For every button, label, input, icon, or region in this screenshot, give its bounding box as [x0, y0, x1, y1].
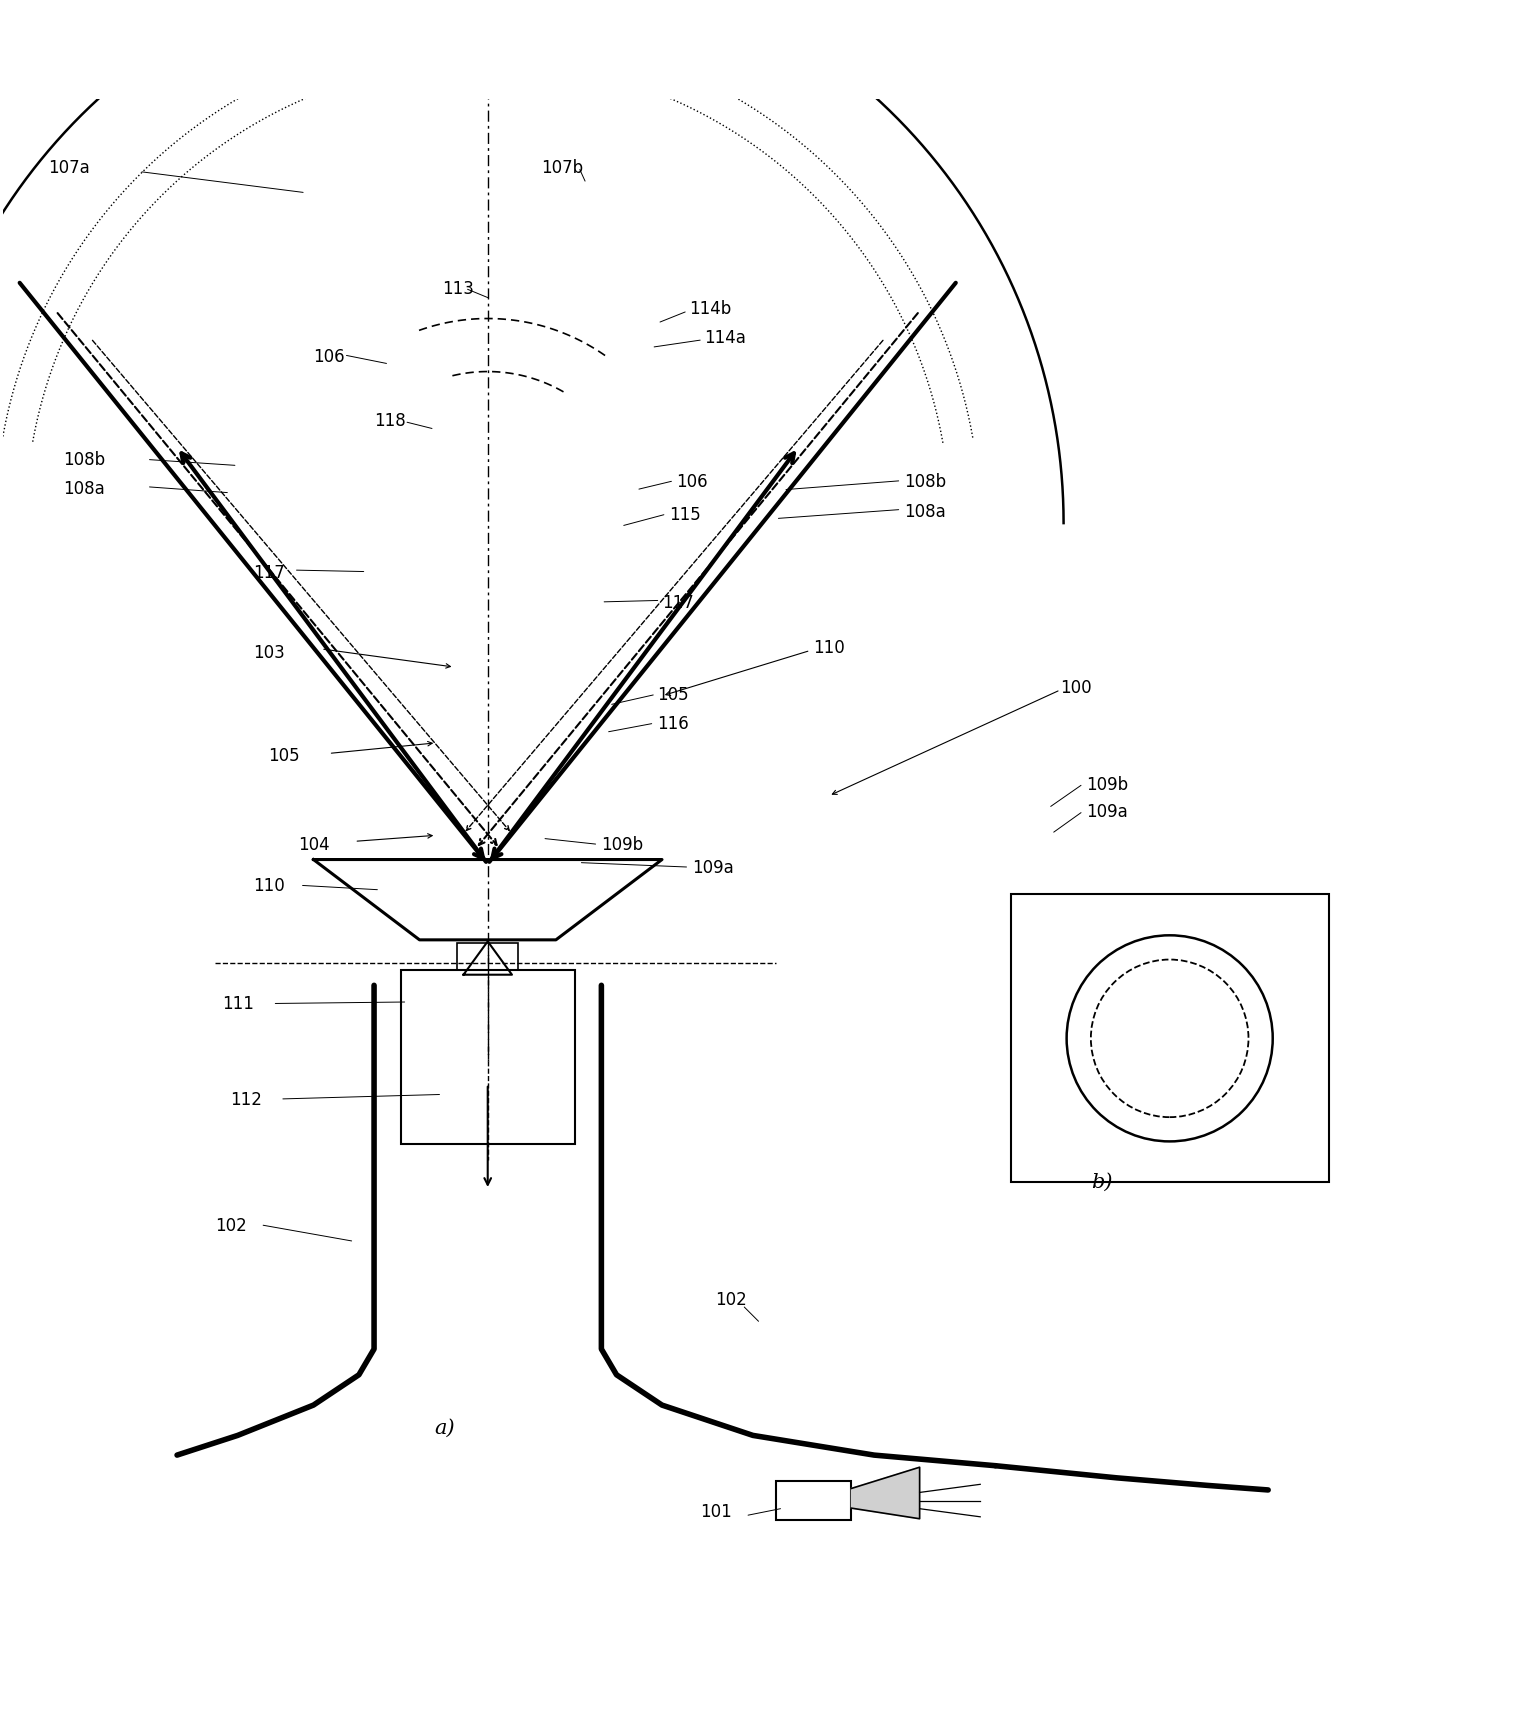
Text: b): b) [1091, 1172, 1112, 1191]
Text: 108b: 108b [64, 451, 105, 470]
Text: 111: 111 [222, 994, 254, 1013]
Text: a): a) [435, 1417, 455, 1436]
Text: 108a: 108a [905, 502, 946, 521]
Text: 115: 115 [669, 506, 701, 524]
Text: 109a: 109a [692, 859, 735, 876]
Text: 113: 113 [443, 279, 475, 298]
Text: 107a: 107a [49, 159, 90, 177]
Text: 102: 102 [715, 1291, 747, 1308]
Text: 116: 116 [657, 715, 689, 732]
Text: 108a: 108a [64, 480, 105, 499]
Text: 108b: 108b [905, 473, 946, 490]
Text: 107b: 107b [541, 159, 583, 177]
Text: 117: 117 [662, 593, 694, 612]
Text: 114a: 114a [704, 329, 747, 346]
Bar [1010, 895, 1329, 1183]
Text: 109b: 109b [601, 836, 643, 854]
Bar [458, 943, 519, 970]
Text: 114b: 114b [689, 300, 732, 317]
Text: 103: 103 [252, 643, 284, 662]
Text: 106: 106 [313, 348, 345, 367]
Text: 106: 106 [675, 473, 707, 490]
Text: 109a: 109a [1086, 802, 1129, 821]
Polygon shape [852, 1467, 920, 1519]
Text: 101: 101 [700, 1501, 732, 1520]
Text: 110: 110 [814, 639, 846, 656]
Text: 118: 118 [374, 411, 406, 430]
Text: 112: 112 [230, 1090, 262, 1109]
Text: 100: 100 [1060, 679, 1092, 696]
Text: 104: 104 [298, 836, 330, 854]
Bar [400, 970, 575, 1145]
Text: 109b: 109b [1086, 775, 1129, 794]
Bar [776, 1481, 852, 1520]
Text: 105: 105 [268, 747, 300, 764]
Text: 117: 117 [252, 564, 284, 581]
Text: 102: 102 [214, 1215, 246, 1234]
Text: 110: 110 [252, 878, 284, 895]
Text: 105: 105 [657, 686, 689, 704]
